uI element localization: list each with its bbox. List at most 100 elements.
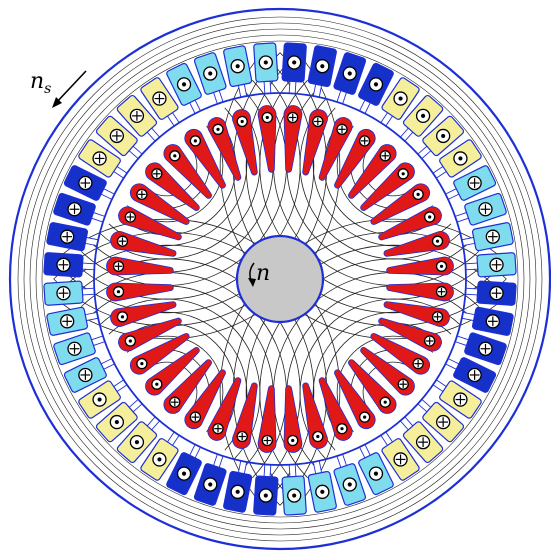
current-in-symbol <box>437 287 447 297</box>
current-out-symbol <box>259 489 272 502</box>
current-in-symbol <box>468 177 481 190</box>
current-in-symbol <box>153 92 166 105</box>
current-out-symbol <box>337 424 347 434</box>
current-in-symbol <box>113 261 123 271</box>
stator-slot <box>46 222 99 253</box>
current-out-symbol <box>204 478 217 491</box>
current-out-symbol <box>152 379 162 389</box>
stator-slot <box>223 459 254 512</box>
current-in-symbol <box>170 397 180 407</box>
current-out-symbol <box>190 136 200 146</box>
current-out-symbol <box>137 359 147 369</box>
current-out-symbol <box>437 129 450 142</box>
stator-slot <box>460 304 513 335</box>
current-in-symbol <box>152 169 162 179</box>
stator-speed-subscript: s <box>44 81 51 97</box>
current-in-symbol <box>93 152 106 165</box>
stator-slot <box>460 222 513 253</box>
current-out-symbol <box>425 212 435 222</box>
stator-rotation-indicator: ns <box>30 69 86 108</box>
current-in-symbol <box>398 379 408 389</box>
current-out-symbol <box>237 116 247 126</box>
current-in-symbol <box>57 287 70 300</box>
current-out-symbol <box>130 436 143 449</box>
current-in-symbol <box>68 203 81 216</box>
current-in-symbol <box>490 258 503 271</box>
current-out-symbol <box>437 261 447 271</box>
current-out-symbol <box>369 467 382 480</box>
current-out-symbol <box>288 489 301 502</box>
current-in-symbol <box>213 424 223 434</box>
current-out-symbol <box>433 236 443 246</box>
current-in-symbol <box>237 432 247 442</box>
current-in-symbol <box>417 436 430 449</box>
current-out-symbol <box>413 189 423 199</box>
current-out-symbol <box>231 485 244 498</box>
stator-rotation-arrow <box>55 71 86 104</box>
stator-speed-symbol: n <box>30 69 44 94</box>
rotor-bar <box>386 256 454 279</box>
current-out-symbol <box>117 312 127 322</box>
current-out-symbol <box>259 56 272 69</box>
current-in-symbol <box>413 359 423 369</box>
current-out-symbol <box>316 485 329 498</box>
current-in-symbol <box>490 287 503 300</box>
current-in-symbol <box>110 129 123 142</box>
rotor-bar <box>279 105 302 173</box>
current-out-symbol <box>113 287 123 297</box>
current-out-symbol <box>343 478 356 491</box>
current-in-symbol <box>125 212 135 222</box>
current-out-symbol <box>394 92 407 105</box>
rotor-bar <box>257 385 280 453</box>
rotor-bar <box>106 278 174 301</box>
current-in-symbol <box>479 342 492 355</box>
stator-slot <box>223 45 254 98</box>
current-in-symbol <box>380 151 390 161</box>
current-out-symbol <box>231 60 244 73</box>
current-out-symbol <box>316 60 329 73</box>
current-out-symbol <box>178 467 191 480</box>
current-in-symbol <box>190 412 200 422</box>
current-in-symbol <box>360 136 370 146</box>
current-out-symbol <box>454 152 467 165</box>
current-out-symbol <box>262 112 272 122</box>
current-out-symbol <box>417 109 430 122</box>
current-out-symbol <box>110 416 123 429</box>
current-in-symbol <box>468 368 481 381</box>
current-in-symbol <box>61 230 74 243</box>
stator-slot <box>46 304 99 335</box>
rotor-bar <box>106 256 174 279</box>
rotor-bar <box>386 278 454 301</box>
current-out-symbol <box>204 67 217 80</box>
current-in-symbol <box>79 177 92 190</box>
rotor-speed-label: n <box>256 261 270 286</box>
current-in-symbol <box>425 336 435 346</box>
rotor-bar <box>257 105 280 173</box>
current-in-symbol <box>479 203 492 216</box>
current-in-symbol <box>313 116 323 126</box>
current-in-symbol <box>486 230 499 243</box>
current-out-symbol <box>153 453 166 466</box>
current-out-symbol <box>170 151 180 161</box>
current-out-symbol <box>343 67 356 80</box>
stator-slot <box>305 459 336 512</box>
current-out-symbol <box>360 412 370 422</box>
current-in-symbol <box>79 368 92 381</box>
current-in-symbol <box>137 189 147 199</box>
current-in-symbol <box>394 453 407 466</box>
current-in-symbol <box>486 315 499 328</box>
current-out-symbol <box>178 78 191 91</box>
stator-slot <box>305 45 336 98</box>
current-out-symbol <box>125 336 135 346</box>
current-out-symbol <box>288 56 301 69</box>
current-in-symbol <box>454 393 467 406</box>
current-out-symbol <box>398 169 408 179</box>
current-in-symbol <box>288 112 298 122</box>
current-in-symbol <box>433 312 443 322</box>
current-out-symbol <box>369 78 382 91</box>
current-in-symbol <box>68 342 81 355</box>
stator-speed-label: ns <box>30 69 51 97</box>
current-out-symbol <box>380 397 390 407</box>
